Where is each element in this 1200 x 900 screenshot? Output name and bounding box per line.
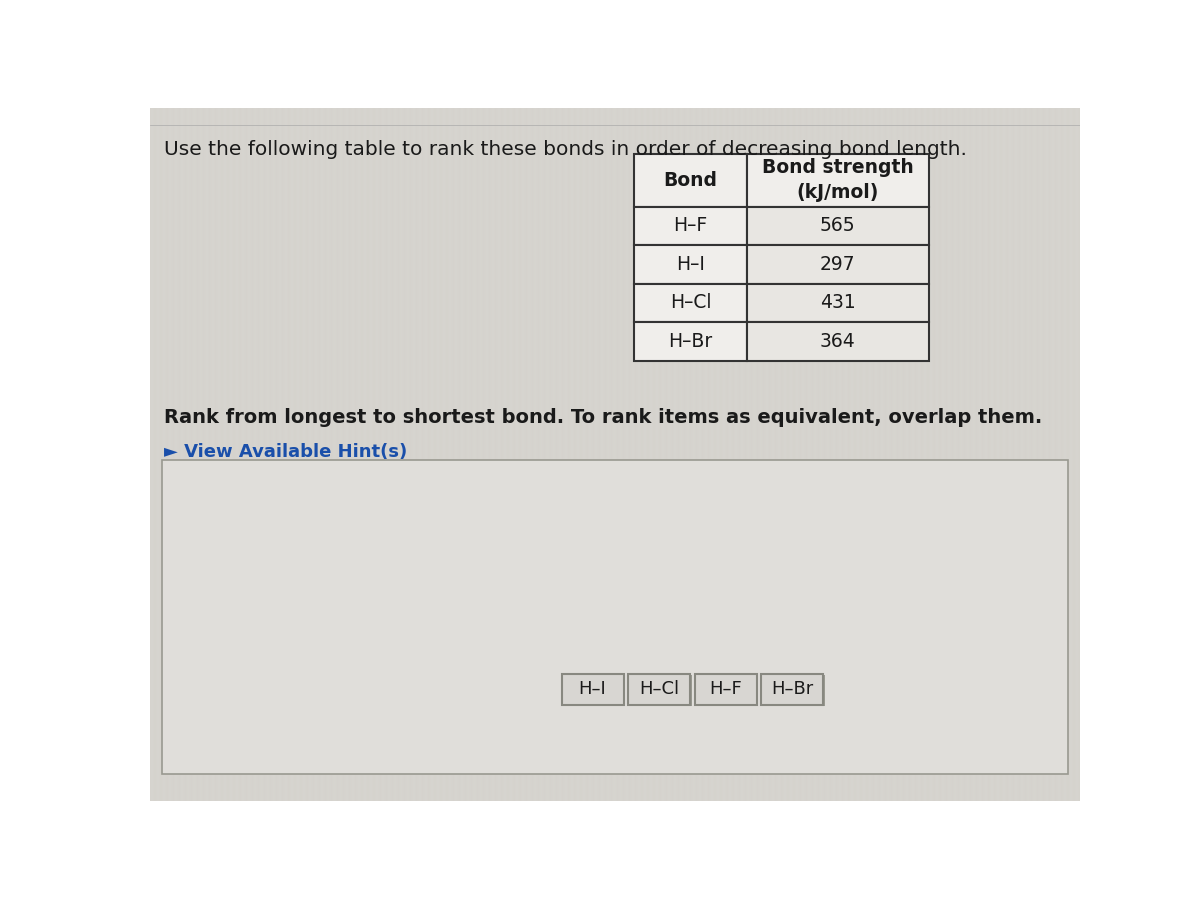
Text: ► View Available Hint(s): ► View Available Hint(s) [164, 443, 407, 461]
Bar [746, 207, 929, 245]
Text: 431: 431 [820, 293, 856, 312]
Text: H–I: H–I [676, 255, 706, 274]
Bar [746, 154, 929, 207]
Bar [746, 284, 929, 322]
Text: Use the following table to rank these bonds in order of decreasing bond length.: Use the following table to rank these bo… [164, 140, 967, 159]
Bar [763, 676, 826, 706]
Text: 565: 565 [820, 216, 856, 235]
Text: H–Br: H–Br [668, 332, 713, 351]
Bar [696, 676, 758, 706]
Bar [762, 674, 823, 705]
Text: H–I: H–I [578, 680, 606, 698]
Bar [635, 207, 746, 245]
Text: H–F: H–F [673, 216, 708, 235]
Bar [635, 245, 746, 284]
Text: H–Cl: H–Cl [670, 293, 712, 312]
Bar [162, 460, 1068, 774]
Bar [695, 674, 757, 705]
Bar [635, 284, 746, 322]
Text: Rank from longest to shortest bond. To rank items as equivalent, overlap them.: Rank from longest to shortest bond. To r… [164, 409, 1042, 428]
Bar [563, 676, 625, 706]
Text: 297: 297 [820, 255, 856, 274]
Bar [635, 322, 746, 361]
Text: H–Cl: H–Cl [640, 680, 679, 698]
Bar [746, 245, 929, 284]
Text: 364: 364 [820, 332, 856, 351]
Text: Bond: Bond [664, 171, 718, 190]
Bar [635, 154, 746, 207]
Bar [628, 674, 690, 705]
Bar [746, 322, 929, 361]
Text: Bond strength
(kJ/mol): Bond strength (kJ/mol) [762, 158, 913, 202]
Bar [630, 676, 691, 706]
Text: H–F: H–F [709, 680, 742, 698]
Text: H–Br: H–Br [772, 680, 814, 698]
Bar [562, 674, 624, 705]
